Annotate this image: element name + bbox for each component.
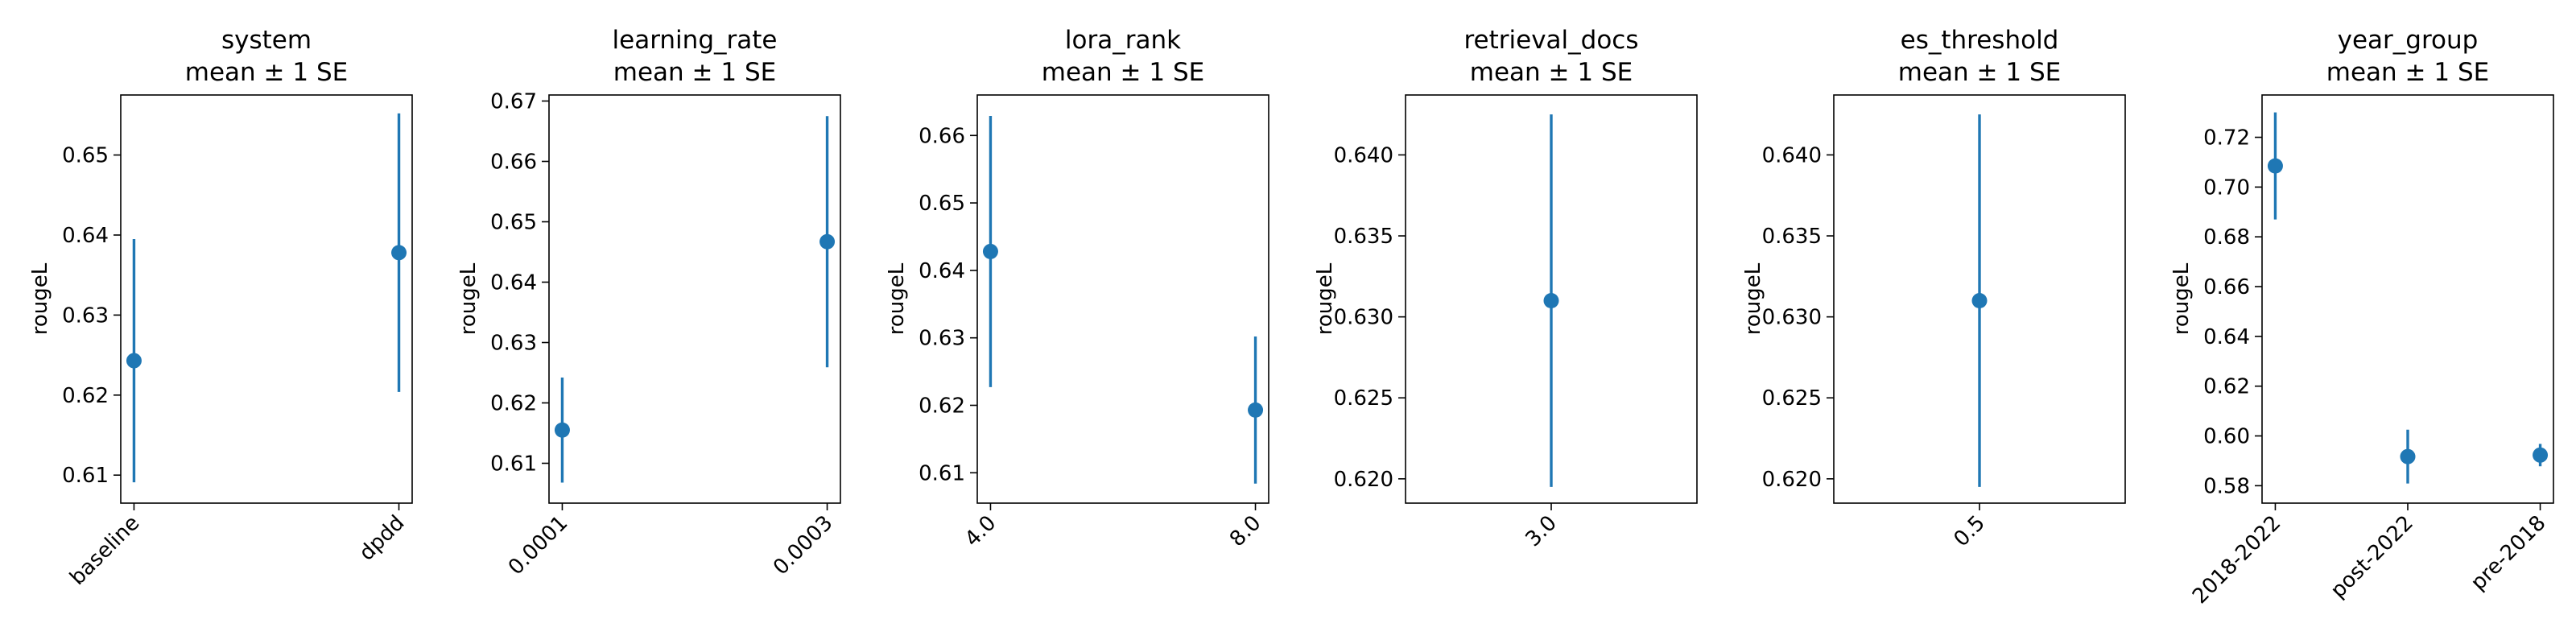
y-tick-label: 0.66 bbox=[919, 124, 965, 148]
data-point-4.0 bbox=[982, 243, 998, 259]
subplot-subtitle: mean ± 1 SE bbox=[185, 58, 348, 87]
y-tick-label: 0.620 bbox=[1762, 468, 1822, 492]
x-tick-label: 2018-2022 bbox=[2188, 511, 2285, 609]
y-tick-label: 0.635 bbox=[1762, 225, 1822, 249]
y-axis-label: rougeL bbox=[1741, 262, 1765, 335]
subplot-subtitle: mean ± 1 SE bbox=[1470, 58, 1633, 87]
y-tick-label: 0.61 bbox=[62, 464, 109, 488]
y-tick-label: 0.64 bbox=[2203, 325, 2250, 349]
y-tick-label: 0.62 bbox=[2203, 375, 2250, 399]
y-tick-label: 0.63 bbox=[919, 327, 965, 351]
y-axis-label: rougeL bbox=[28, 262, 52, 335]
data-point-2018-2022 bbox=[2267, 158, 2283, 174]
y-tick-label: 0.63 bbox=[490, 332, 537, 356]
y-tick-label: 0.66 bbox=[2203, 275, 2250, 299]
subplot-title: system bbox=[221, 26, 312, 55]
subplot-system: system mean ± 1 SE rougeL 0.61 0.62 0.63 0.64 0… bbox=[28, 26, 413, 590]
subplot-subtitle: mean ± 1 SE bbox=[613, 58, 776, 87]
y-tick-label: 0.64 bbox=[62, 224, 109, 248]
subplot-title: retrieval_docs bbox=[1463, 26, 1638, 55]
x-tick-label: 0.5 bbox=[1949, 511, 1989, 551]
plot-frame bbox=[120, 94, 413, 504]
plot-frame bbox=[1833, 94, 2126, 504]
subplot-subtitle: mean ± 1 SE bbox=[1042, 58, 1204, 87]
plot-frame bbox=[548, 94, 841, 504]
y-tick-label: 0.65 bbox=[62, 144, 109, 168]
y-tick-label: 0.620 bbox=[1334, 468, 1393, 492]
data-point-3.0 bbox=[1543, 293, 1559, 309]
y-tick-label: 0.67 bbox=[490, 90, 537, 114]
y-axis-label: rougeL bbox=[2169, 262, 2194, 335]
y-axis-label: rougeL bbox=[1313, 262, 1337, 335]
y-tick-label: 0.62 bbox=[62, 384, 109, 408]
y-axis-label: rougeL bbox=[885, 262, 909, 335]
y-tick-label: 0.630 bbox=[1762, 306, 1822, 330]
subplot-title: learning_rate bbox=[613, 26, 778, 55]
y-tick-label: 0.63 bbox=[62, 303, 109, 328]
x-tick-label: 8.0 bbox=[1225, 511, 1265, 551]
data-point-0.0001 bbox=[554, 422, 570, 438]
x-tick-label: post-2022 bbox=[2326, 511, 2418, 603]
y-tick-label: 0.640 bbox=[1762, 143, 1822, 167]
y-tick-label: 0.635 bbox=[1334, 225, 1393, 249]
subplot-subtitle: mean ± 1 SE bbox=[2326, 58, 2489, 87]
y-tick-label: 0.68 bbox=[2203, 225, 2250, 250]
y-tick-label: 0.65 bbox=[490, 211, 537, 235]
y-tick-label: 0.70 bbox=[2203, 175, 2250, 200]
x-tick-label: pre-2018 bbox=[2467, 511, 2551, 596]
y-tick-label: 0.72 bbox=[2203, 126, 2250, 151]
y-axis-label: rougeL bbox=[456, 262, 481, 335]
y-tick-label: 0.630 bbox=[1334, 306, 1393, 330]
y-tick-label: 0.66 bbox=[490, 151, 537, 175]
data-point-8.0 bbox=[1248, 402, 1264, 418]
plot-frame bbox=[2261, 94, 2554, 504]
y-tick-label: 0.58 bbox=[2203, 474, 2250, 498]
y-tick-label: 0.62 bbox=[919, 394, 965, 418]
plot-frame bbox=[976, 94, 1269, 504]
subplot-subtitle: mean ± 1 SE bbox=[1898, 58, 2061, 87]
data-point-0.0003 bbox=[819, 233, 836, 250]
x-tick-label: dpdd bbox=[355, 511, 410, 566]
y-tick-label: 0.625 bbox=[1334, 386, 1393, 411]
y-tick-label: 0.64 bbox=[919, 259, 965, 283]
subplot-title: year_group bbox=[2338, 26, 2479, 55]
x-tick-label: 0.0001 bbox=[504, 511, 573, 580]
subplot-title: lora_rank bbox=[1065, 26, 1181, 55]
y-tick-label: 0.60 bbox=[2203, 425, 2250, 449]
x-tick-label: 3.0 bbox=[1521, 511, 1561, 551]
x-tick-label: 0.0003 bbox=[769, 511, 838, 580]
y-tick-label: 0.64 bbox=[490, 271, 537, 295]
y-tick-label: 0.61 bbox=[919, 461, 965, 485]
subplot-title: es_threshold bbox=[1901, 26, 2059, 55]
y-tick-label: 0.625 bbox=[1762, 386, 1822, 411]
y-tick-label: 0.65 bbox=[919, 192, 965, 216]
data-point-dpdd bbox=[391, 245, 407, 261]
data-point-0.5 bbox=[1971, 293, 1988, 309]
x-tick-label: baseline bbox=[65, 511, 144, 590]
y-tick-label: 0.61 bbox=[490, 452, 537, 477]
plot-frame bbox=[1405, 94, 1698, 504]
y-tick-label: 0.62 bbox=[490, 392, 537, 416]
x-tick-label: 4.0 bbox=[960, 511, 1001, 551]
data-point-baseline bbox=[126, 353, 142, 369]
data-point-pre-2018 bbox=[2533, 447, 2549, 463]
data-point-post-2022 bbox=[2400, 448, 2416, 464]
y-tick-label: 0.640 bbox=[1334, 143, 1393, 167]
